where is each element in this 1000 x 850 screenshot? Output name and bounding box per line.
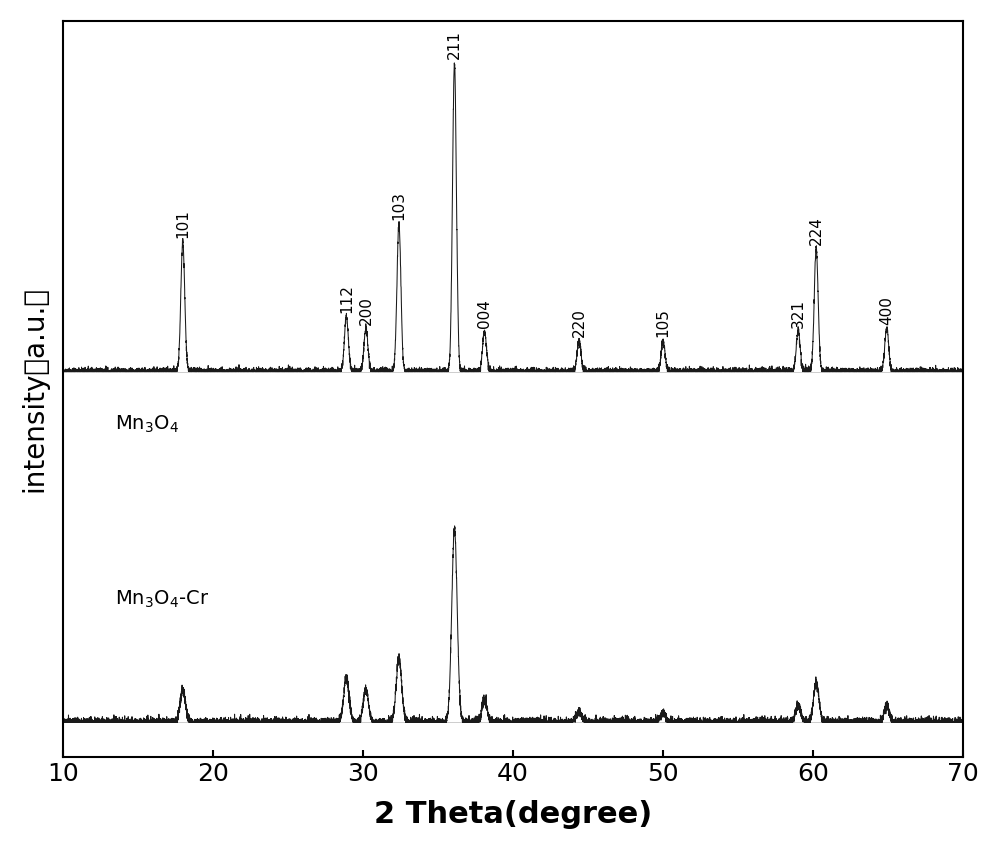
Text: Mn$_3$O$_4$-Cr: Mn$_3$O$_4$-Cr [115, 589, 209, 610]
Text: 211: 211 [447, 31, 462, 60]
Text: 400: 400 [879, 296, 894, 325]
Text: 004: 004 [477, 299, 492, 328]
Text: 200: 200 [358, 296, 373, 325]
Text: 321: 321 [791, 299, 806, 328]
Text: Mn$_3$O$_4$: Mn$_3$O$_4$ [115, 414, 179, 435]
Text: 224: 224 [809, 216, 824, 245]
Text: 101: 101 [175, 210, 190, 239]
Text: 103: 103 [391, 191, 406, 220]
X-axis label: 2 Theta(degree): 2 Theta(degree) [374, 800, 652, 829]
Text: 105: 105 [656, 309, 671, 337]
Text: 220: 220 [572, 309, 587, 337]
Y-axis label: intensity（a.u.）: intensity（a.u.） [21, 286, 49, 492]
Text: 112: 112 [339, 284, 354, 313]
